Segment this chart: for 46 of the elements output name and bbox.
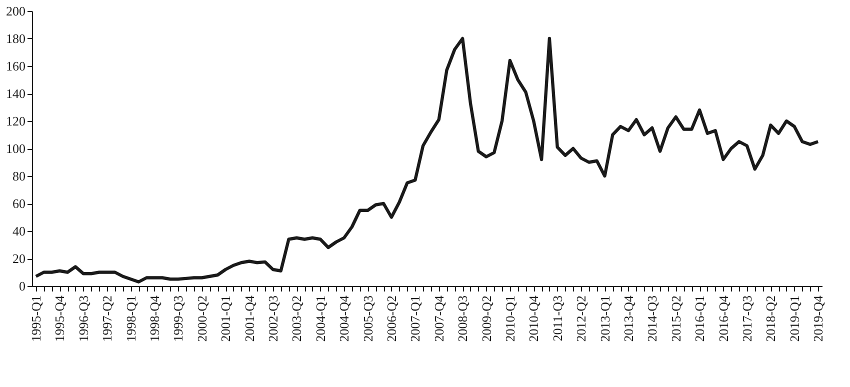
x-tick-label: 2004-Q4 <box>336 295 352 342</box>
y-tick-label: 20 <box>12 251 26 266</box>
x-tick-label: 2008-Q3 <box>455 296 470 342</box>
x-tick-label: 2007-Q4 <box>431 295 446 342</box>
x-tick-label: 2016-Q4 <box>716 295 731 342</box>
x-tick-label: 2013-Q4 <box>620 295 636 342</box>
x-tick-label: 2006-Q2 <box>384 296 399 342</box>
x-tick-label: 2000-Q2 <box>194 296 210 342</box>
x-tick-label: 2019-Q1 <box>786 296 802 342</box>
y-tick-label: 40 <box>12 224 26 238</box>
y-tick-label: 180 <box>6 31 26 46</box>
x-tick-label: 2018-Q2 <box>763 296 778 342</box>
y-tick-label: 200 <box>6 4 26 18</box>
x-tick-label: 2001-Q4 <box>242 295 257 342</box>
x-tick-label: 1995-Q1 <box>28 296 44 342</box>
x-tick-label: 2019-Q4 <box>810 295 826 342</box>
x-tick-label: 2015-Q2 <box>668 296 684 342</box>
x-tick-label: 1998-Q1 <box>123 296 138 342</box>
x-tick-label: 1998-Q4 <box>146 295 162 342</box>
x-tick-label: 2010-Q1 <box>502 296 518 342</box>
x-tick-label: 2017-Q3 <box>739 296 754 342</box>
x-tick-label: 2002-Q3 <box>265 296 280 342</box>
y-tick-label: 140 <box>6 86 26 101</box>
x-tick-label: 2003-Q2 <box>289 296 304 342</box>
x-tick-label: 2001-Q1 <box>218 296 234 342</box>
x-tick-label: 2011-Q3 <box>550 296 565 342</box>
x-tick-label: 1997-Q2 <box>100 296 115 342</box>
y-tick-label: 160 <box>6 58 26 74</box>
x-tick-label: 2013-Q1 <box>597 296 612 342</box>
x-tick-label: 2010-Q4 <box>526 295 542 342</box>
y-tick-label: 80 <box>12 168 26 184</box>
x-tick-label: 2012-Q2 <box>574 296 589 342</box>
x-tick-label: 1995-Q4 <box>52 295 68 342</box>
line-series <box>34 36 820 284</box>
x-tick-label: 2007-Q1 <box>408 296 423 342</box>
x-tick-label: 1999-Q3 <box>170 296 186 342</box>
x-tick-label: 2016-Q1 <box>692 296 708 342</box>
y-tick-label: 100 <box>6 141 26 156</box>
x-tick-label: 2014-Q3 <box>644 296 660 342</box>
x-tick-label: 2004-Q1 <box>312 296 328 342</box>
x-tick-label: 2005-Q3 <box>360 296 376 342</box>
x-tick-label: 2009-Q2 <box>478 296 494 342</box>
y-tick-label: 120 <box>6 114 26 128</box>
x-tick-label: 1996-Q3 <box>76 296 91 342</box>
y-tick-label: 60 <box>12 196 26 211</box>
y-tick-label: 0 <box>19 278 26 294</box>
